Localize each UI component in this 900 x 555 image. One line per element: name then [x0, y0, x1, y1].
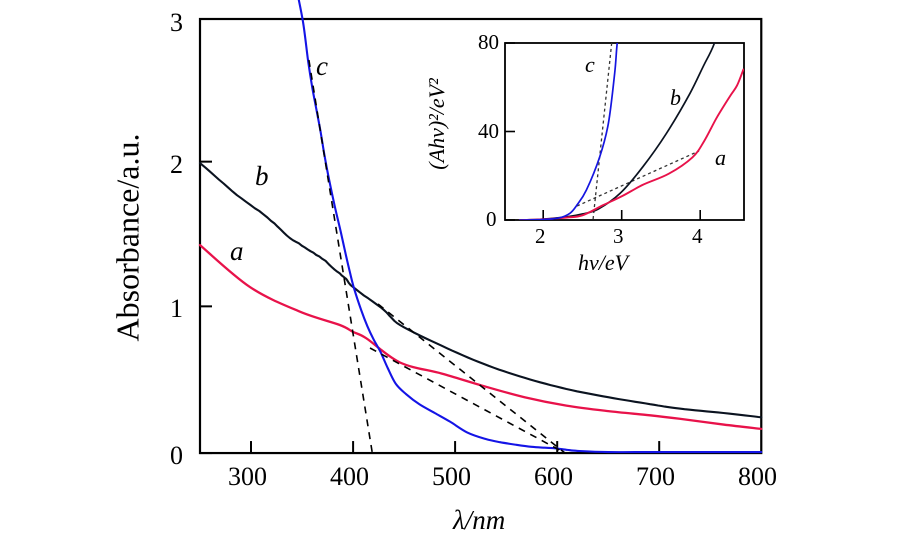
- svg-text:c: c: [316, 51, 328, 81]
- svg-text:c: c: [585, 52, 595, 77]
- svg-text:a: a: [230, 236, 244, 266]
- svg-text:b: b: [255, 161, 269, 191]
- svg-text:b: b: [670, 85, 681, 110]
- svg-text:a: a: [715, 145, 726, 170]
